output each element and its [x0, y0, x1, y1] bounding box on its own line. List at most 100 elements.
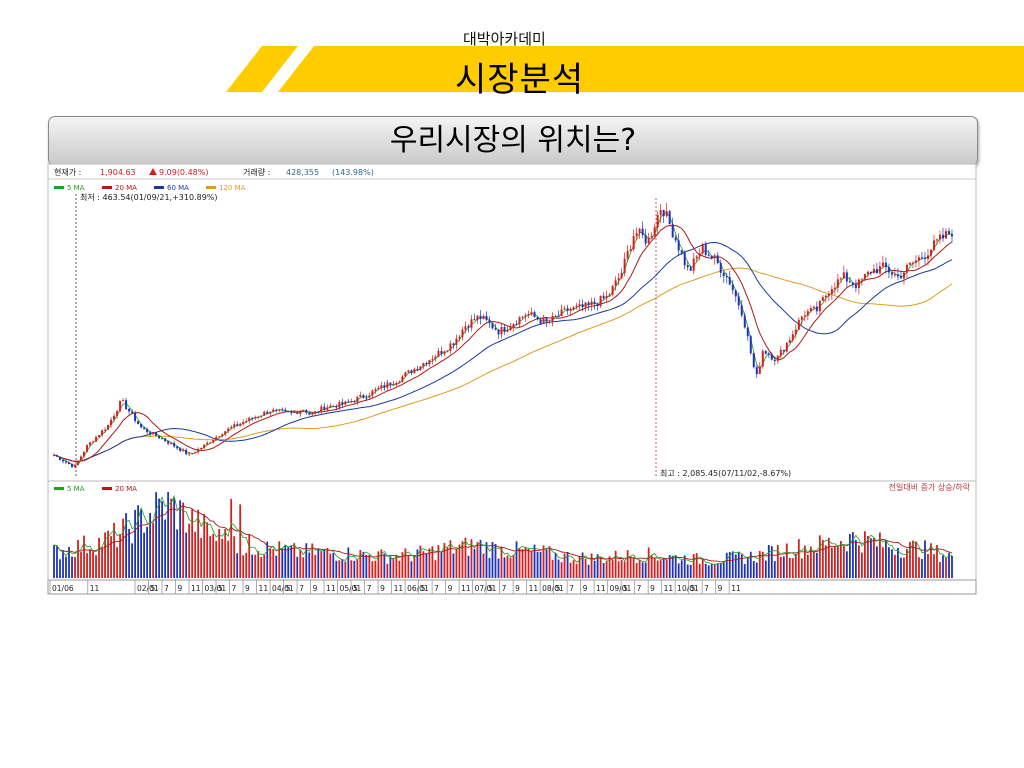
candle-body [869, 271, 872, 274]
volume-legend-swatch [54, 487, 64, 490]
candle-body [254, 417, 257, 419]
x-tick-label: 02/01 [137, 584, 159, 593]
volume-bar [365, 554, 368, 578]
candle-body [632, 235, 635, 250]
up-triangle-icon [149, 168, 157, 175]
volume-bar [53, 545, 55, 578]
candle-body [527, 313, 530, 316]
candle-body [521, 316, 524, 318]
legend-swatch [206, 186, 216, 189]
candle-body [230, 427, 233, 429]
candle-body [878, 266, 881, 274]
volume-bar [95, 555, 97, 578]
volume-bar [572, 560, 575, 578]
candle-body [257, 416, 260, 418]
x-tick-label: 04/01 [272, 584, 294, 593]
candle-body [110, 419, 113, 425]
candle-body [674, 237, 677, 241]
candle-body [536, 317, 539, 320]
x-tick-label: 11 [394, 584, 404, 593]
volume-bar [377, 551, 380, 578]
candle-body [149, 432, 152, 435]
candle-body [863, 274, 866, 280]
volume-bar [915, 542, 917, 578]
volume-bar [942, 555, 944, 578]
volume-bar [906, 549, 908, 578]
candle-body [941, 234, 944, 239]
candle-body [923, 257, 926, 259]
candle-body [83, 452, 86, 457]
candle-body [926, 255, 929, 259]
volume-bar [296, 556, 299, 578]
academy-name: 대박아카데미 [463, 30, 546, 48]
candle-body [890, 272, 893, 275]
candle-body [188, 453, 191, 455]
volume-bar [818, 535, 821, 578]
candle-body [152, 432, 155, 435]
volume-bar [224, 528, 227, 578]
volume-bar [242, 555, 245, 578]
volume-bar [227, 540, 230, 578]
volume-bar [293, 543, 296, 578]
candle-body [626, 250, 629, 259]
volume-bar [554, 552, 557, 578]
volume-bar [431, 546, 434, 578]
volume-bar [404, 548, 407, 578]
candle-body [887, 267, 890, 273]
volume-bar [218, 528, 221, 578]
volume-bar [470, 539, 473, 578]
x-tick-label: 11 [664, 584, 674, 593]
volume-bar [512, 554, 515, 578]
candle-body [806, 311, 809, 316]
volume-bar [617, 561, 620, 578]
volume-bar [626, 550, 629, 578]
candle-body [218, 436, 221, 438]
volume-bar [125, 513, 127, 578]
candle-body [572, 307, 575, 310]
x-tick-label: 11 [259, 584, 269, 593]
candle-body [914, 260, 917, 263]
volume-bar [749, 551, 752, 578]
candle-body [497, 329, 500, 335]
candle-body [431, 359, 434, 361]
x-tick-label: 9 [448, 584, 453, 593]
volume-bar [479, 539, 482, 578]
candle-body [452, 343, 455, 345]
volume-bar [173, 497, 176, 578]
legend-swatch [154, 186, 164, 189]
candle-body [677, 240, 680, 251]
candle-body [671, 224, 674, 238]
x-tick-label: 07/01 [475, 584, 497, 593]
volume-bar [269, 548, 272, 578]
volume-bar [921, 559, 923, 578]
x-tick-label: 11 [529, 584, 539, 593]
candle-body [857, 279, 860, 289]
candle-body [935, 239, 938, 241]
volume-ma-legend: 5 MA 20 MA [54, 485, 137, 493]
candle-body [680, 250, 683, 253]
candle-body [617, 278, 620, 281]
volume-bar [806, 554, 809, 578]
candle-body [173, 442, 176, 447]
candle-body [128, 409, 131, 412]
volume-bar [788, 557, 791, 578]
volume-bar [236, 553, 239, 578]
candle-body [281, 409, 284, 411]
candle-body [335, 406, 338, 408]
volume-bar [614, 550, 617, 578]
volume-bar [815, 552, 818, 578]
volume-bar [719, 563, 722, 578]
volume-bar [870, 538, 872, 578]
volume-bar [74, 557, 76, 578]
volume-bar [885, 540, 887, 578]
candle-body [401, 376, 404, 382]
volume-bar [803, 545, 806, 578]
candle-body [233, 424, 236, 428]
chart-frame [47, 163, 977, 595]
candle-body [824, 295, 827, 298]
candle-body [272, 409, 275, 412]
volume-legend-label: 5 MA [67, 485, 85, 493]
volume-bar [845, 551, 848, 578]
volume-bar [758, 550, 761, 578]
high-annotation: 최고 : 2,085.45(07/11/02,-8.67%) [660, 468, 791, 478]
